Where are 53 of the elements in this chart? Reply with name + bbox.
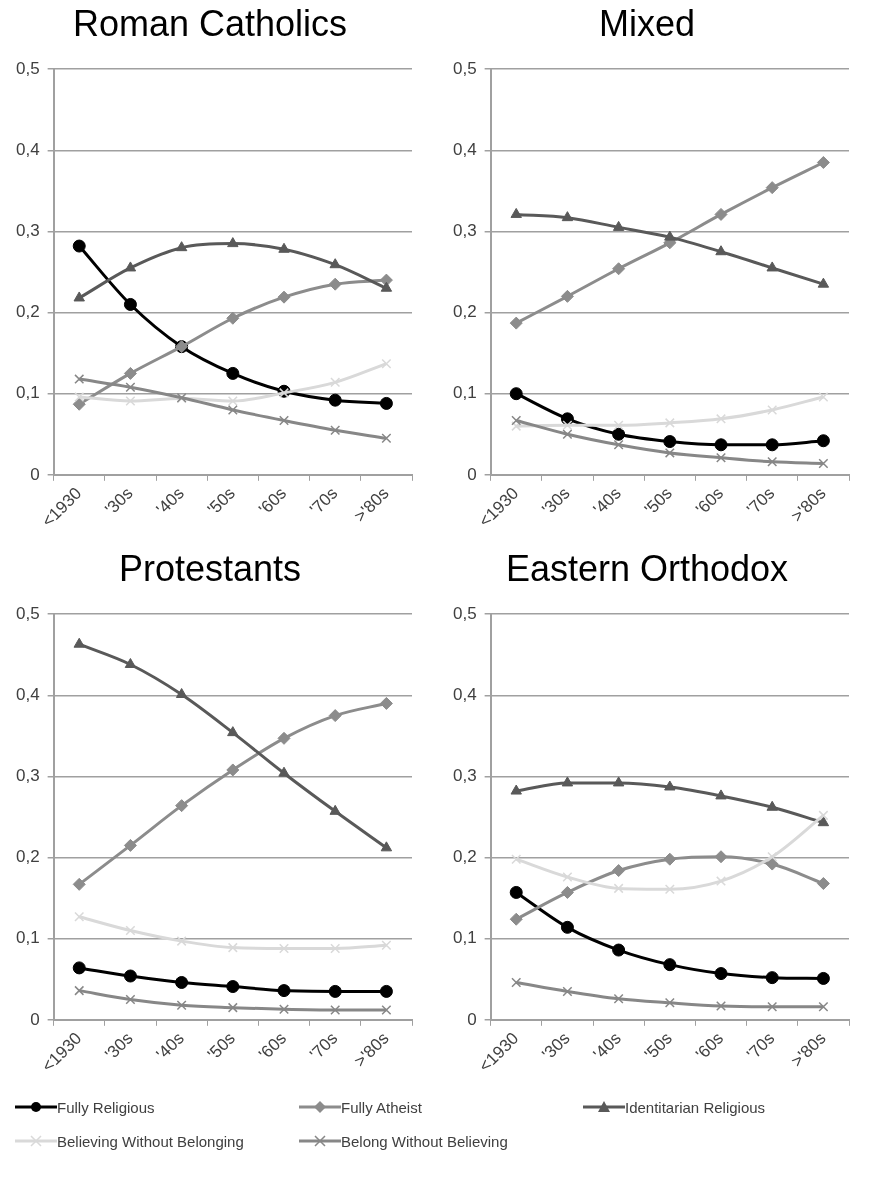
x-tick-label: '60s <box>692 483 728 519</box>
chart-title: Mixed <box>598 2 696 44</box>
y-tick-label: 0,4 <box>452 685 477 705</box>
y-tick-label: 0 <box>467 1009 477 1029</box>
y-tick-label: 0,3 <box>452 766 477 786</box>
y-tick-label: 0,5 <box>452 603 477 623</box>
x-tick-label: '30s <box>538 1028 574 1064</box>
x-tick-label: '70s <box>306 1028 342 1064</box>
x-tick-label: '60s <box>255 1028 291 1064</box>
x-tick-label: '30s <box>101 1028 137 1064</box>
x-tick-label: '50s <box>640 483 676 519</box>
x-tick-label: '70s <box>743 1028 779 1064</box>
x-tick-label: '70s <box>743 483 779 519</box>
x-tick-label: '30s <box>538 483 574 519</box>
y-tick-label: 0 <box>30 1009 40 1029</box>
y-tick-label: 0,1 <box>15 383 40 403</box>
legend-label: Fully Atheist <box>341 1098 422 1116</box>
x-tick-label: '40s <box>589 1028 625 1064</box>
y-tick-label: 0,1 <box>452 928 477 948</box>
x-tick-label: '50s <box>203 483 239 519</box>
x-tick-label: '40s <box>589 483 625 519</box>
x-tick-label: '30s <box>101 483 137 519</box>
y-tick-label: 0,3 <box>15 766 40 786</box>
y-tick-label: 0,3 <box>452 221 477 241</box>
chart-title: Roman Catholics <box>72 2 348 44</box>
y-tick-label: 0,5 <box>15 58 40 78</box>
legend-label: Belong Without Believing <box>341 1132 508 1150</box>
y-tick-label: 0,4 <box>15 140 40 160</box>
x-tick-label: '70s <box>306 483 342 519</box>
legend-label: Believing Without Belonging <box>57 1132 244 1150</box>
y-tick-label: 0,5 <box>15 603 40 623</box>
legend-label: Identitarian Religious <box>625 1098 766 1116</box>
y-tick-label: 0,4 <box>452 140 477 160</box>
x-tick-label: '40s <box>152 1028 188 1064</box>
x-tick-label: '50s <box>640 1028 676 1064</box>
chart-title: Protestants <box>118 547 302 589</box>
y-tick-label: 0,2 <box>15 847 40 867</box>
y-tick-label: 0 <box>467 464 477 484</box>
x-tick-label: '60s <box>692 1028 728 1064</box>
legend-label: Fully Religious <box>57 1098 155 1116</box>
y-tick-label: 0,4 <box>15 685 40 705</box>
y-tick-label: 0,2 <box>15 302 40 322</box>
x-tick-label: '50s <box>203 1028 239 1064</box>
x-tick-label: '60s <box>255 483 291 519</box>
x-tick-label: '40s <box>152 483 188 519</box>
y-tick-label: 0,2 <box>452 302 477 322</box>
y-tick-label: 0,5 <box>452 58 477 78</box>
y-tick-label: 0,2 <box>452 847 477 867</box>
y-tick-label: 0,1 <box>15 928 40 948</box>
y-tick-label: 0,3 <box>15 221 40 241</box>
y-tick-label: 0 <box>30 464 40 484</box>
y-tick-label: 0,1 <box>452 383 477 403</box>
chart-title: Eastern Orthodox <box>505 547 789 589</box>
